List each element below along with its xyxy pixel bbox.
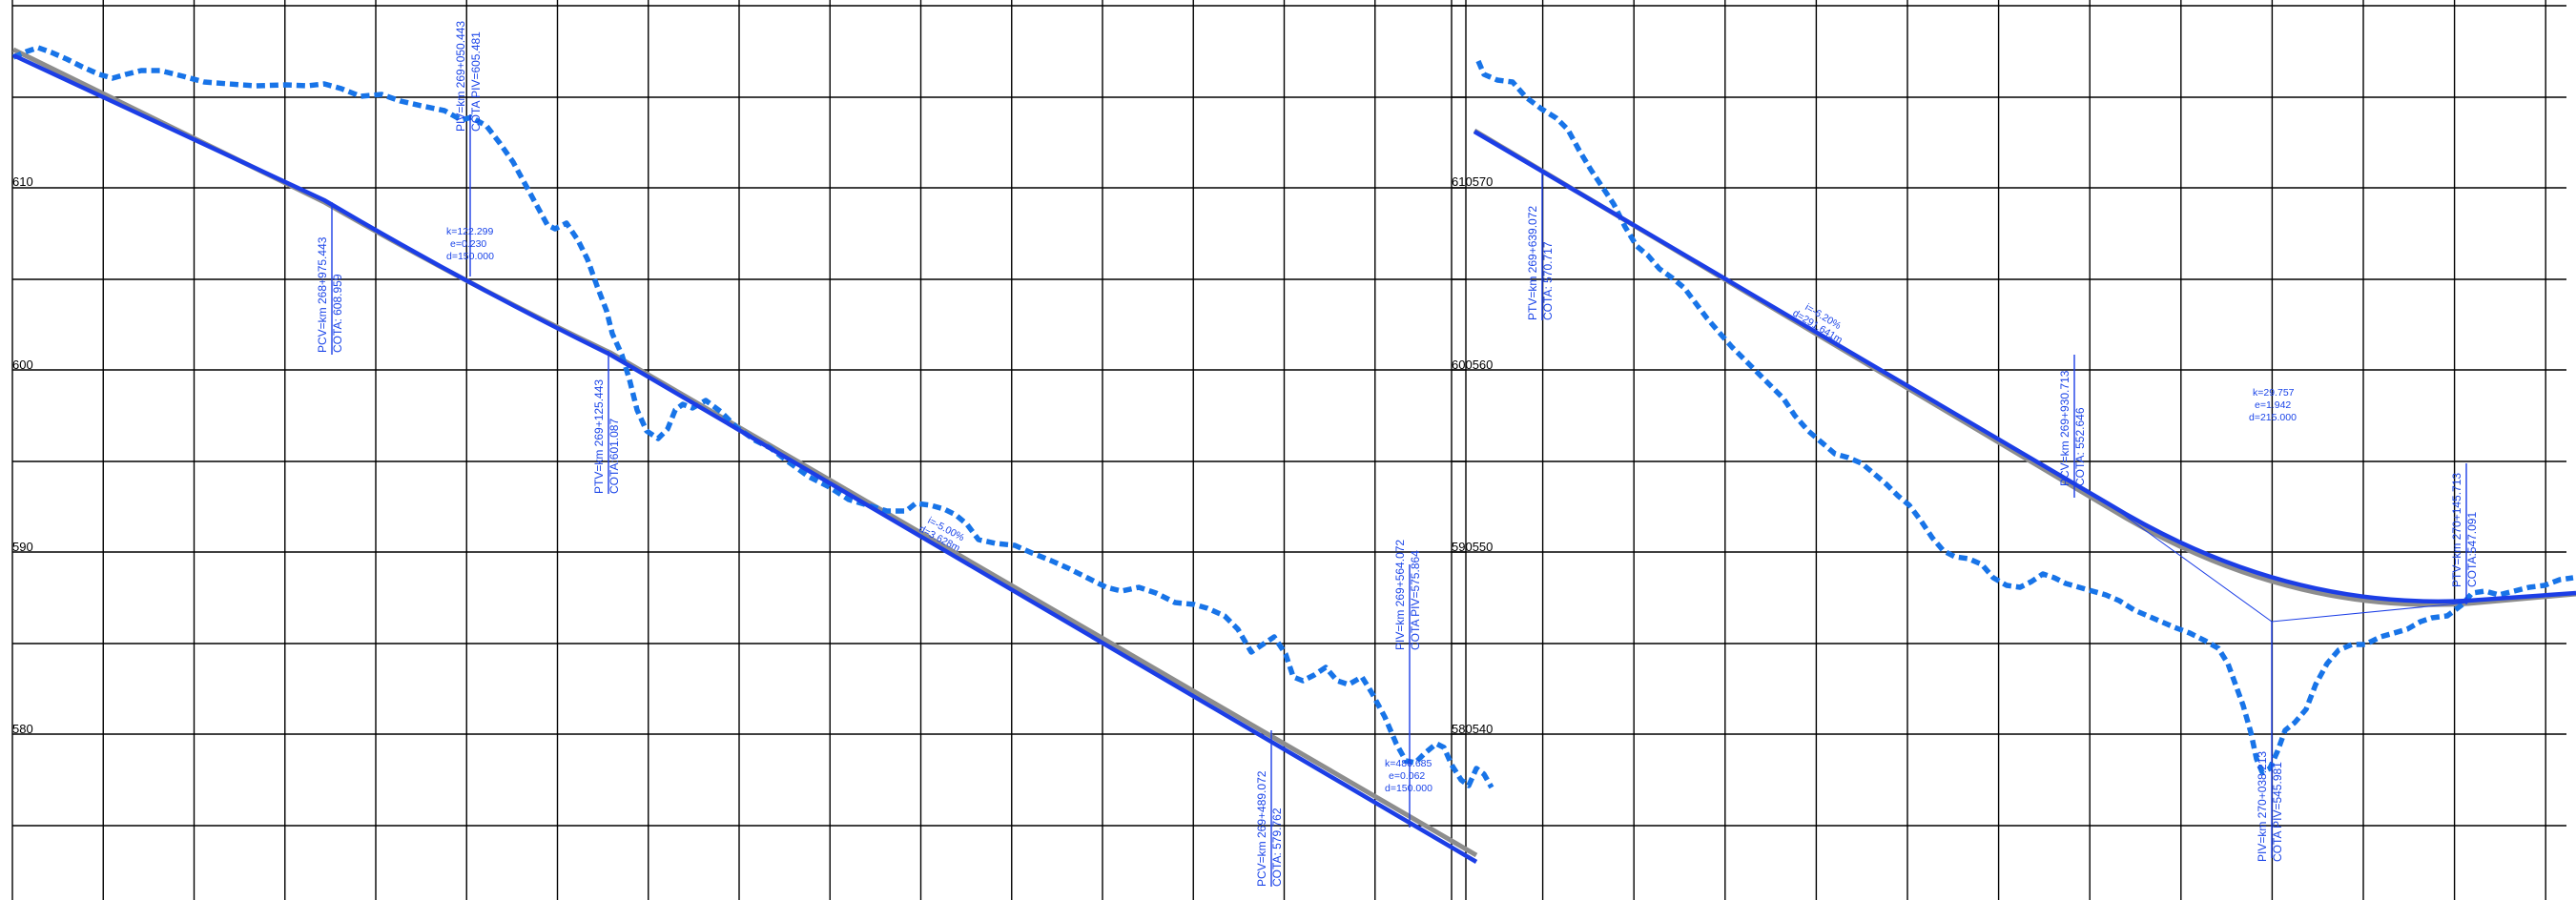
annotation-ptv1: PTV=km 269+125.443 COTA:601.087: [592, 379, 621, 494]
elevation-labels-left: 610 600 590 580 570: [12, 174, 33, 736]
elevation-label: 600560: [1452, 358, 1493, 372]
annotation-line: COTA PIV=575.864: [1409, 550, 1422, 650]
design-grade-right: [1473, 130, 2576, 604]
annotation-piv2: PIV=km 269+564.072 COTA PIV=575.864: [1393, 540, 1422, 650]
elevation-label: 590550: [1452, 540, 1493, 554]
annotation-line: d=150.000: [446, 251, 494, 262]
annotation-line: PIV=km 269+050.443: [454, 21, 467, 132]
annotation-curve2: k=486.685 e=0.062 d=150.000: [1385, 758, 1432, 794]
annotation-curve1: k=122.299 e=0.230 d=150.000: [446, 226, 494, 262]
annotation-line: e=0.062: [1389, 770, 1425, 782]
annotation-piv1: PIV=km 269+050.443 COTA PIV=605.481: [454, 21, 483, 132]
annotation-piv4: PIV=km 270+038.213 COTA PIV=545.981: [2256, 751, 2284, 862]
annotation-line: k=486.685: [1385, 758, 1432, 769]
annotation-line: PCV=km 268+975.443: [316, 236, 329, 353]
annotation-line: k=29.757: [2253, 387, 2295, 399]
annotation-line: COTA: 579.762: [1270, 808, 1284, 887]
grid-right: [1451, 0, 2566, 900]
annotation-line: PTV=km 270+145.713: [2450, 473, 2463, 587]
annotation-pcv2: PCV=km 269+489.072 COTA: 579.762: [1255, 770, 1284, 887]
annotation-line: PIV=km 270+038.213: [2256, 751, 2269, 862]
annotation-line: PIV=km 269+564.072: [1393, 540, 1407, 650]
ground-profile-right: [1475, 59, 2574, 775]
annotation-line: COTA:547.091: [2465, 512, 2479, 587]
grid-left: [11, 0, 1467, 900]
elevation-label: 600: [12, 358, 33, 372]
annotation-line: COTA: 552.646: [2073, 407, 2087, 486]
elevation-label: 590: [12, 540, 33, 554]
annotation-line: COTA PIV=545.981: [2271, 762, 2284, 862]
annotation-curve4: k=29.757 e=1.942 d=215.000: [2249, 387, 2297, 423]
annotation-line: e=1.942: [2255, 399, 2291, 411]
annotation-pcv1: PCV=km 268+975.443 COTA: 608.959: [316, 236, 344, 353]
annotation-ptv4: PTV=km 270+145.713 COTA:547.091: [2450, 473, 2479, 587]
annotation-line: d=150.000: [1385, 783, 1432, 794]
annotation-line: PTV=km 269+125.443: [592, 379, 606, 494]
elevation-label: 610570: [1452, 174, 1493, 189]
annotation-line: COTA: 570.717: [1541, 241, 1555, 320]
elevation-label: 580: [12, 722, 33, 736]
annotation-line: COTA: 608.959: [331, 274, 344, 353]
annotation-line: COTA PIV=605.481: [469, 31, 483, 132]
design-grade-left: [12, 52, 1478, 864]
annotation-ptv3: PTV=km 269+639.072 COTA: 570.717: [1526, 206, 1555, 320]
annotation-pcv4: PCV=km 269+930.713 COTA: 552.646: [2058, 370, 2087, 486]
elevation-labels-right: 610570 600560 590550 580540 570530: [1452, 174, 1493, 736]
annotation-line: e=0.230: [450, 238, 486, 250]
annotation-line: PTV=km 269+639.072: [1526, 206, 1539, 320]
annotation-line: PCV=km 269+930.713: [2058, 370, 2071, 486]
elevation-label: 580540: [1452, 722, 1493, 736]
elevation-label: 610: [12, 174, 33, 189]
annotation-line: d=215.000: [2249, 412, 2297, 423]
annotation-line: COTA:601.087: [608, 419, 621, 494]
design-grade-shadow-right: [1473, 128, 2576, 607]
annotation-line: k=122.299: [446, 226, 493, 237]
annotation-line: PCV=km 269+489.072: [1255, 770, 1268, 887]
